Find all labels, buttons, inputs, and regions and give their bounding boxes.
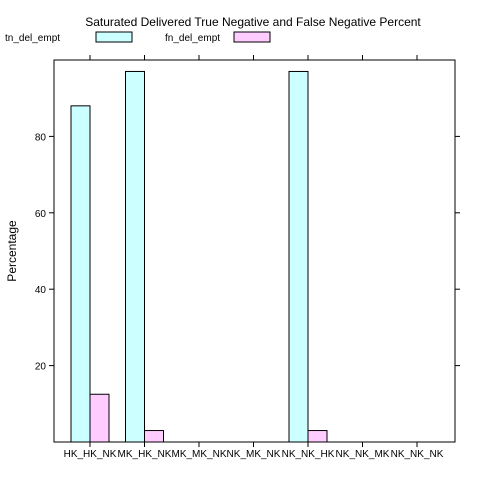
bar-fn_del_empt-MK_HK_NK	[145, 431, 164, 442]
legend-label-tn_del_empt: tn_del_empt	[5, 33, 60, 44]
bar-tn_del_empt-NK_NK_HK	[289, 71, 308, 442]
y-tick-label: 60	[35, 209, 47, 220]
legend-swatch-fn_del_empt	[234, 32, 270, 42]
y-tick-label: 20	[35, 362, 47, 373]
y-tick-label: 80	[35, 132, 47, 143]
legend-label-fn_del_empt: fn_del_empt	[165, 33, 220, 44]
bar-fn_del_empt-NK_NK_HK	[308, 431, 327, 442]
legend-swatch-tn_del_empt	[96, 32, 132, 42]
bar-tn_del_empt-MK_HK_NK	[126, 71, 145, 442]
x-axis: HK_HK_NK MK_HK_NK MK_MK_NK NK_MK_NK NK_NK_HK…	[64, 55, 444, 460]
x-tick-label: NK_NK_NK	[391, 449, 444, 460]
y-axis: 20 40 60 80	[35, 132, 460, 372]
bars	[71, 71, 327, 442]
plot-frame	[54, 60, 455, 442]
x-tick-label: NK_MK_NK	[227, 449, 281, 460]
x-tick-label: MK_MK_NK	[171, 449, 226, 460]
chart-title: Saturated Delivered True Negative and Fa…	[85, 15, 421, 29]
x-tick-label: NK_NK_HK	[282, 449, 335, 460]
y-tick-label: 40	[35, 285, 47, 296]
legend: tn_del_empt fn_del_empt	[5, 32, 270, 44]
bar-tn_del_empt-HK_HK_NK	[71, 106, 90, 442]
x-tick-label: NK_NK_MK	[336, 449, 390, 460]
x-tick-label: MK_HK_NK	[118, 449, 172, 460]
y-axis-label: Percentage	[5, 220, 19, 282]
bar-fn_del_empt-HK_HK_NK	[90, 394, 109, 442]
x-tick-label: HK_HK_NK	[64, 449, 117, 460]
